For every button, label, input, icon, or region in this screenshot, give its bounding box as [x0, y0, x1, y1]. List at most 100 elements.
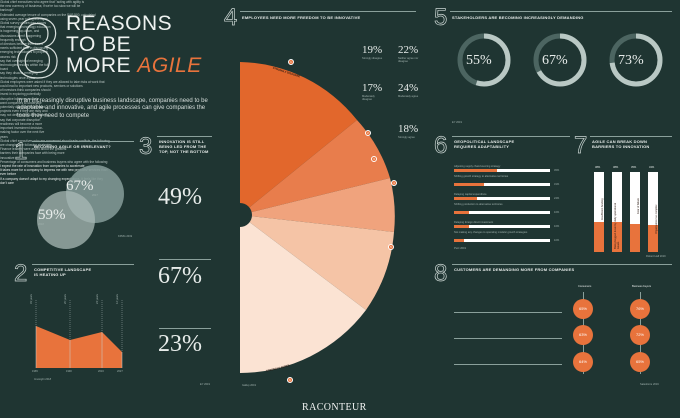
area-fill: [36, 326, 122, 368]
section5-value: 67%: [542, 53, 568, 69]
section8-title: CUSTOMERS ARE DEMANDING MORE FROM COMPAN…: [454, 267, 674, 272]
vbar-label: Being bogged down by daily operational i…: [614, 203, 621, 249]
fan-marker: 3: [371, 156, 377, 162]
section1-source: KPMG 2019: [118, 235, 132, 238]
bar-label: Not making any changes to operating mode…: [454, 231, 542, 234]
section5-value: 55%: [466, 53, 492, 69]
vbar-value: 38%: [613, 166, 618, 169]
header-title-line: MORE AGILE: [66, 55, 202, 76]
bar-fill: [454, 183, 484, 186]
header-title: REASONS TO BE MORE AGILE: [66, 13, 202, 76]
bar-label: Adjusting supply chain/sourcing strategy: [454, 165, 554, 168]
section2-ylabel: 33 years: [30, 294, 33, 304]
section2-ylabel: 12 years: [116, 294, 119, 304]
section8-number: 8: [434, 262, 447, 286]
section2-title: COMPETITIVE LANDSCAPE IS HEATING UP: [34, 267, 134, 277]
vbar-value: 38%: [595, 166, 600, 169]
section5-text: say that corporate disruption readiness …: [0, 118, 52, 139]
section8-circle-b: 72%: [630, 325, 650, 345]
vbar-fill: [594, 222, 604, 252]
header-title-accent: AGILE: [137, 54, 201, 77]
section3-stat2: 67%: [158, 264, 202, 288]
section2-source: Innosight 2018: [34, 378, 51, 381]
section4-stat-label: Moderately agree: [398, 95, 420, 98]
section4-number: 4: [224, 6, 237, 30]
section7-desc: Finance leaders were asked about the gre…: [0, 147, 78, 160]
section4-stat-value: 19%: [362, 44, 382, 56]
bar-track: [454, 239, 550, 242]
section1-value-b-year: 2018: [38, 223, 44, 226]
section4-fan-chart: [226, 40, 426, 390]
vbar-fill: [630, 224, 640, 252]
bar-fill: [454, 239, 464, 242]
section1-value-a-year: 2017: [92, 194, 98, 197]
section2-xlabel: 2027: [117, 370, 123, 373]
bar-fill: [454, 169, 497, 172]
section3-title-line: TOP, NOT THE BOTTOM: [159, 149, 217, 154]
section2-area-chart: [30, 292, 130, 372]
section2-ylabel: 24 years: [96, 294, 99, 304]
header-title-line: TO BE: [66, 34, 202, 55]
vbar-label: Organisation too complex: [655, 194, 658, 234]
section4-stat-value: 24%: [398, 82, 418, 94]
section8-circle-a: 64%: [573, 352, 593, 372]
bar-value: 31%: [554, 183, 559, 186]
section8-circle-a: 65%: [573, 299, 593, 319]
section1-value-a: 67%: [66, 178, 94, 195]
section3-stat1: 49%: [158, 185, 202, 209]
bar-label: Shifting growth strategy to alternative …: [454, 175, 514, 178]
section8-source: Salesforce 2019: [640, 383, 659, 386]
section2-xlabel: 2016: [98, 370, 104, 373]
section2-xlabel: 1990: [66, 370, 72, 373]
section3-number: 3: [139, 135, 152, 159]
fan-marker: 5: [388, 244, 394, 250]
section1-number: 1: [14, 140, 27, 164]
section1-title: BECOMING AGILE OR IRRELEVANT?: [34, 144, 134, 149]
header-big-number: 8: [14, 6, 61, 90]
section2-ylabel: 20 years: [64, 294, 67, 304]
section6-title: GEOPOLITICAL LANDSCAPE REQUIRES ADAPTABI…: [454, 139, 572, 149]
header-intro: In an increasingly disruptive business l…: [17, 98, 217, 120]
footer-brand-logo: RACONTEUR: [302, 402, 367, 413]
section4-title: EMPLOYEES NEED MORE FREEDOM TO BE INNOVA…: [242, 15, 418, 20]
section5-value: 73%: [618, 53, 644, 69]
section8-circle-b: 76%: [630, 299, 650, 319]
section8-col-b: Business buyers: [632, 285, 651, 288]
section8-circle-a: 63%: [573, 325, 593, 345]
header-title-line: REASONS: [66, 13, 202, 34]
section4-stat-value: 22%: [398, 44, 418, 56]
section7-number: 7: [574, 134, 587, 158]
bar-value: 16%: [554, 225, 559, 228]
section5-title: STAKEHOLDERS ARE BECOMING INCREASINGLY D…: [452, 15, 672, 20]
bar-label: Delaying capital expenditure: [454, 193, 554, 196]
section7-source: Robert Half 2019: [646, 255, 666, 258]
bar-fill: [454, 225, 469, 228]
fan-marker: 4: [391, 180, 397, 186]
section2-number: 2: [14, 262, 27, 286]
section5-number: 5: [434, 6, 447, 30]
section7-title-line: BARRIERS TO INNOVATION: [592, 144, 674, 149]
section6-source: PwC 2019: [454, 247, 466, 250]
section8-col-a: Consumers: [578, 285, 591, 288]
bar-label: Delaying foreign direct investment: [454, 221, 554, 224]
vbar-value: 35%: [631, 166, 636, 169]
section4-stat-label: Neither agree nor disagree: [398, 57, 420, 64]
section6-title-line: REQUIRES ADAPTABILITY: [454, 144, 572, 149]
bar-fill: [454, 197, 477, 200]
vbar-value: 34%: [649, 166, 654, 169]
section8-circle-b: 65%: [630, 352, 650, 372]
bar-value: 45%: [554, 169, 559, 172]
bar-value: 10%: [554, 239, 559, 242]
section7-title: AGILE CAN BREAK DOWN BARRIERS TO INNOVAT…: [592, 139, 674, 149]
bar-value: 16%: [554, 211, 559, 214]
section1-value-b: 59%: [38, 207, 66, 224]
section3-title: INNOVATION IS STILL BEING LED FROM THE T…: [159, 139, 217, 154]
section4-source: Gallup 2019: [242, 384, 256, 387]
vbar-label: Insufficient funding: [601, 180, 604, 220]
fan-marker: 1: [288, 59, 294, 65]
section6-number: 6: [434, 134, 447, 158]
bar-fill: [454, 211, 469, 214]
section2-title-line: IS HEATING UP: [34, 272, 134, 277]
bar-value: 24%: [554, 197, 559, 200]
section2-xlabel: 1965: [32, 370, 38, 373]
